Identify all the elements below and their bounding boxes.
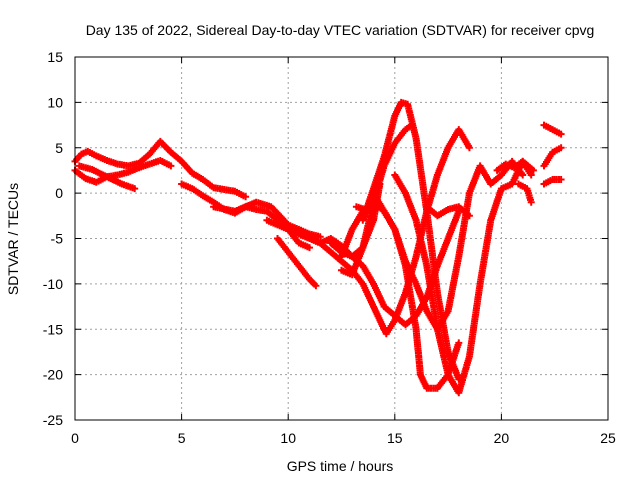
- series-track-12: [359, 98, 463, 383]
- series-track-5: [210, 198, 324, 241]
- x-tick-label: 20: [494, 430, 510, 446]
- x-tick-label: 10: [280, 430, 296, 446]
- y-tick-label: 15: [47, 49, 63, 65]
- series-track-4: [178, 180, 313, 252]
- x-axis-title: GPS time / hours: [287, 458, 394, 474]
- series-track-19: [540, 121, 565, 138]
- series-track-3: [75, 162, 139, 193]
- x-tick-label: 0: [71, 430, 79, 446]
- series-track-14: [391, 157, 537, 397]
- y-tick-label: -5: [51, 231, 64, 247]
- y-tick-label: -25: [43, 412, 63, 428]
- series-markers: [540, 144, 565, 170]
- y-tick-label: -15: [43, 321, 63, 337]
- y-tick-label: 5: [55, 140, 63, 156]
- series-markers: [178, 180, 313, 252]
- series-markers: [540, 176, 565, 188]
- series-track-21: [540, 176, 565, 188]
- series-markers: [515, 180, 535, 206]
- series-track-15: [352, 203, 377, 215]
- tick-layer: 0 5 10 15 20 25 -25 -20 -15 -10 -5 0 5 10 15: [43, 49, 616, 446]
- y-tick-label: -10: [43, 276, 63, 292]
- chart-title: Day 135 of 2022, Sidereal Day-to-day VTE…: [86, 22, 595, 38]
- x-tick-label: 25: [600, 430, 616, 446]
- series-track-6: [274, 235, 320, 290]
- data-layer: [71, 98, 565, 397]
- series-track-17: [493, 157, 535, 179]
- y-tick-label: 0: [55, 185, 63, 201]
- y-axis-title: SDTVAR / TECUs: [5, 183, 21, 295]
- grid-layer: [75, 57, 608, 420]
- series-track-16: [423, 203, 473, 220]
- series-track-8: [295, 126, 473, 338]
- x-tick-label: 15: [387, 430, 403, 446]
- x-tick-label: 5: [178, 430, 186, 446]
- series-track-18: [515, 180, 535, 206]
- series-track-20: [540, 144, 565, 170]
- y-tick-label: -20: [43, 367, 63, 383]
- y-tick-label: 10: [47, 94, 63, 110]
